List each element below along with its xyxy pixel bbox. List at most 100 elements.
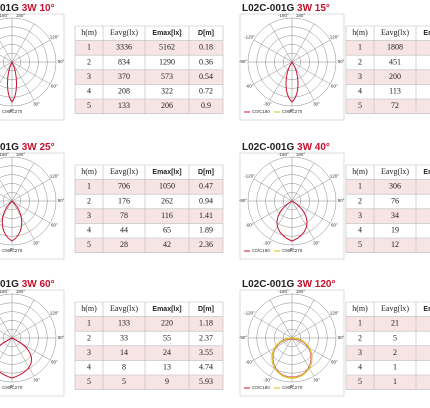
- row-bg: [346, 69, 430, 85]
- table-cell: 1: [393, 363, 397, 372]
- table-cell: 8: [122, 363, 126, 372]
- beam-lobe: [0, 337, 32, 379]
- angle-label: 60°: [331, 84, 338, 89]
- legend-label: C90/C270: [282, 109, 303, 114]
- table-cell: 0.9: [201, 101, 211, 110]
- table-cell: 4.74: [199, 363, 213, 372]
- row-bg: [75, 375, 223, 390]
- table-cell: 14: [120, 348, 128, 357]
- beam-lobe: [285, 61, 299, 103]
- table-cell: 220: [161, 319, 173, 328]
- table-cell: 4: [358, 363, 362, 372]
- angle-label: 0°: [10, 108, 15, 113]
- legend-label: C0/C180: [252, 248, 270, 253]
- model: L02C-001G: [242, 142, 294, 153]
- angle-label: 60°: [51, 223, 58, 228]
- table-cell: 65: [163, 226, 171, 235]
- table-cell: 3: [87, 211, 91, 220]
- angle-label: 60°: [331, 223, 338, 228]
- row-bg: [346, 179, 430, 195]
- angle-label: 30°: [33, 102, 40, 107]
- angle-label: 120°: [50, 174, 60, 179]
- table-cell: 34: [391, 211, 399, 220]
- table-cell: 2.37: [199, 333, 213, 342]
- legend-label: C90/C270: [2, 385, 23, 390]
- angle-label: 180°: [16, 289, 26, 294]
- row-bg: [75, 40, 223, 56]
- angle-label: -180°: [0, 13, 9, 18]
- panel-title: L02C-001G 3W 120°: [242, 279, 336, 290]
- panel: L02C-001G 3W 120°-180° 180°-120° 120°-90° 9…: [239, 279, 430, 397]
- table-cell: 451: [389, 57, 401, 66]
- panel-title: 01G 3W 60°: [0, 279, 55, 290]
- table-header: Emax[lx]: [152, 30, 181, 37]
- table-cell: 834: [118, 57, 130, 66]
- angle-label: 60°: [51, 84, 58, 89]
- panel-title: L02C-001G 3W 15°: [242, 3, 330, 14]
- table-header: Emax[lx]: [423, 169, 430, 176]
- table-cell: 44: [120, 226, 128, 235]
- row-bg: [75, 69, 223, 85]
- row-bg: [346, 208, 430, 224]
- table-cell: 1: [393, 377, 397, 386]
- polar-frame: [239, 152, 345, 260]
- polar-frame: [0, 152, 65, 260]
- table-cell: 1808: [387, 43, 403, 52]
- angle-label: 120°: [330, 35, 340, 40]
- angle-label: 90°: [58, 335, 65, 340]
- angle-label: -120°: [244, 311, 255, 316]
- table-cell: 4: [87, 87, 91, 96]
- row-bg: [346, 99, 430, 114]
- table-cell: 1: [358, 43, 362, 52]
- angle-label: -60°: [245, 84, 254, 89]
- table-cell: 133: [118, 319, 130, 328]
- model: L02C-001G: [242, 279, 294, 290]
- table-cell: 13: [163, 363, 171, 372]
- legend-label: C0/C180: [252, 109, 270, 114]
- legend-label: C90/C270: [282, 385, 303, 390]
- table-cell: 113: [389, 87, 401, 96]
- table-cell: 262: [161, 196, 173, 205]
- angle-label: 60°: [51, 360, 58, 365]
- table-cell: 0.47: [199, 182, 213, 191]
- table-cell: 19: [391, 226, 399, 235]
- table-cell: 5: [87, 101, 91, 110]
- table-cell: 573: [161, 72, 173, 81]
- angle-label: 120°: [50, 311, 60, 316]
- table-header: D[m]: [198, 30, 214, 37]
- table-cell: 2: [87, 333, 91, 342]
- polar-frame: [0, 13, 65, 121]
- angle-label: -120°: [244, 174, 255, 179]
- angle-label: 0°: [290, 247, 295, 252]
- legend-label: C90/C270: [282, 248, 303, 253]
- row-bg: [75, 316, 223, 332]
- table-cell: 116: [161, 211, 173, 220]
- table-cell: 5: [358, 101, 362, 110]
- panel: L02C-001G 3W 15°-180° 180°-120° 120°-90° 90…: [239, 3, 430, 121]
- table-cell: 28: [120, 240, 128, 249]
- table-cell: 2: [87, 196, 91, 205]
- panel: 01G 3W 25°-180°180°-120°120°-90°90°-60°6…: [0, 142, 224, 260]
- table-cell: 5.93: [199, 377, 213, 386]
- table-cell: 5: [358, 377, 362, 386]
- table-cell: 0.54: [199, 72, 213, 81]
- table-cell: 76: [391, 196, 399, 205]
- table-cell: 2: [358, 333, 362, 342]
- table-header: Eavg(lx): [381, 167, 409, 176]
- table-cell: 1: [87, 43, 91, 52]
- table-cell: 1.89: [199, 226, 213, 235]
- spec: 3W 25°: [22, 142, 55, 153]
- table-cell: 1.41: [199, 211, 213, 220]
- table-cell: 1: [358, 319, 362, 328]
- legend-label: C0/C180: [252, 385, 270, 390]
- table-cell: 9: [165, 377, 169, 386]
- table-cell: 5: [358, 240, 362, 249]
- beam-lobe: [1, 200, 23, 242]
- table-cell: 1050: [159, 182, 175, 191]
- table-header: Eavg(lx): [110, 304, 138, 313]
- row-bg: [75, 99, 223, 114]
- angle-label: 0°: [10, 247, 15, 252]
- spec: 3W 120°: [297, 279, 335, 290]
- table-cell: 200: [389, 72, 401, 81]
